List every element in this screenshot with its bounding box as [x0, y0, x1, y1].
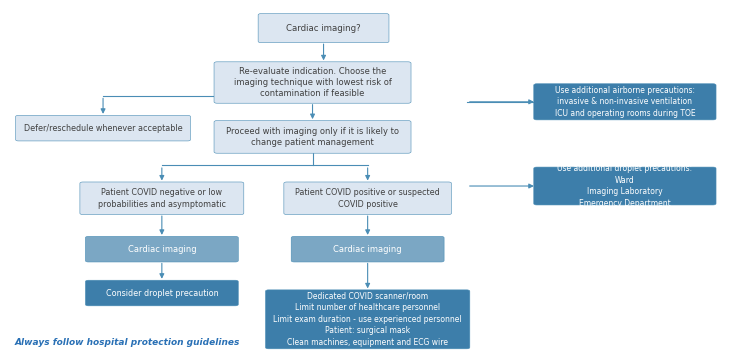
Text: Cardiac imaging?: Cardiac imaging? [286, 24, 361, 33]
Text: Patient COVID positive or suspected
COVID positive: Patient COVID positive or suspected COVI… [296, 188, 440, 208]
Text: Use additional airborne precautions:
invasive & non-invasive ventilation
ICU and: Use additional airborne precautions: inv… [554, 86, 695, 118]
Text: Cardiac imaging: Cardiac imaging [333, 245, 402, 254]
FancyBboxPatch shape [214, 62, 411, 103]
Text: Patient COVID negative or low
probabilities and asymptomatic: Patient COVID negative or low probabilit… [98, 188, 226, 208]
Text: Consider droplet precaution: Consider droplet precaution [106, 289, 218, 297]
Text: Defer/reschedule whenever acceptable: Defer/reschedule whenever acceptable [24, 124, 182, 132]
FancyBboxPatch shape [214, 121, 411, 153]
Text: Cardiac imaging: Cardiac imaging [128, 245, 196, 254]
FancyBboxPatch shape [86, 280, 238, 306]
FancyBboxPatch shape [16, 115, 190, 141]
Text: Re-evaluate indication. Choose the
imaging technique with lowest risk of
contami: Re-evaluate indication. Choose the imagi… [233, 67, 392, 98]
FancyBboxPatch shape [284, 182, 452, 214]
FancyBboxPatch shape [534, 84, 716, 120]
FancyBboxPatch shape [266, 290, 470, 349]
FancyBboxPatch shape [534, 167, 716, 205]
Text: Dedicated COVID scanner/room
Limit number of healthcare personnel
Limit exam dur: Dedicated COVID scanner/room Limit numbe… [273, 292, 462, 347]
FancyBboxPatch shape [258, 14, 389, 43]
FancyBboxPatch shape [80, 182, 244, 214]
Text: Proceed with imaging only if it is likely to
change patient management: Proceed with imaging only if it is likel… [226, 127, 399, 147]
FancyBboxPatch shape [291, 236, 444, 262]
Text: Use additional droplet precautions:
Ward
Imaging Laboratory
Emergency Department: Use additional droplet precautions: Ward… [557, 164, 692, 208]
Text: Always follow hospital protection guidelines: Always follow hospital protection guidel… [15, 338, 240, 347]
FancyBboxPatch shape [86, 236, 238, 262]
